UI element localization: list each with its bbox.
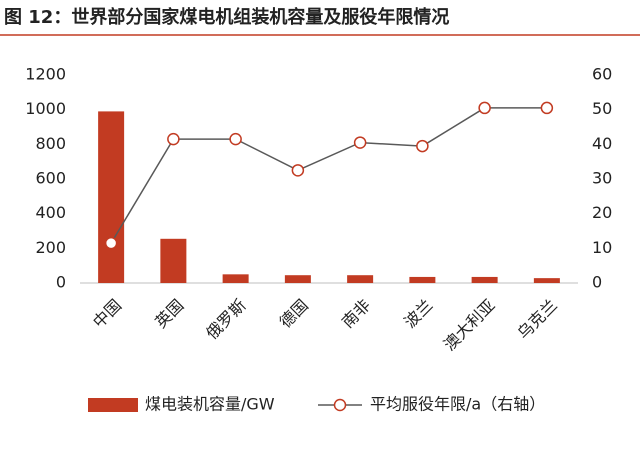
y2-tick-label: 0 [592, 273, 602, 292]
line [110, 107, 547, 244]
x-tick-label: 南非 [338, 296, 374, 332]
y-tick-label: 200 [35, 238, 66, 257]
y-tick-label: 600 [35, 169, 66, 188]
marker [229, 132, 242, 146]
y2-tick-label: 20 [592, 203, 612, 222]
bar [98, 111, 125, 284]
marker [167, 132, 180, 146]
y2-tick-label: 60 [592, 65, 612, 84]
legend-label: 平均服役年限/a（右轴） [370, 395, 545, 414]
marker [291, 164, 305, 177]
bar [222, 274, 249, 283]
marker [353, 136, 367, 149]
y2-tick-label: 40 [592, 134, 612, 153]
bar [160, 238, 187, 283]
bar [533, 278, 560, 283]
bar [409, 276, 436, 283]
marker [416, 139, 429, 153]
legend-label: 煤电装机容量/GW [145, 395, 275, 414]
y2-tick-label: 30 [592, 169, 612, 188]
x-tick-label: 波兰 [400, 296, 436, 332]
y-tick-label: 800 [35, 134, 66, 153]
y-tick-label: 1000 [25, 99, 66, 118]
legend-swatch [88, 398, 138, 412]
bar [471, 276, 498, 283]
x-tick-label: 英国 [151, 296, 187, 332]
y-tick-label: 0 [56, 273, 66, 292]
x-tick-label: 澳大利亚 [440, 296, 499, 355]
x-tick-label: 中国 [89, 296, 125, 332]
y-tick-label: 1200 [25, 65, 66, 84]
chart-title: 图 12：世界部分国家煤电机组装机容量及服役年限情况 [4, 6, 449, 28]
y-tick-label: 400 [35, 203, 66, 222]
marker [540, 101, 554, 115]
bar [347, 275, 374, 283]
legend-marker [333, 398, 347, 412]
x-tick-label: 俄罗斯 [202, 296, 249, 343]
bar [284, 275, 311, 283]
y2-tick-label: 50 [592, 99, 612, 118]
y2-tick-label: 10 [592, 238, 612, 257]
x-tick-label: 乌克兰 [513, 296, 560, 343]
x-tick-label: 德国 [276, 296, 312, 332]
marker [478, 101, 491, 115]
marker [104, 236, 118, 250]
